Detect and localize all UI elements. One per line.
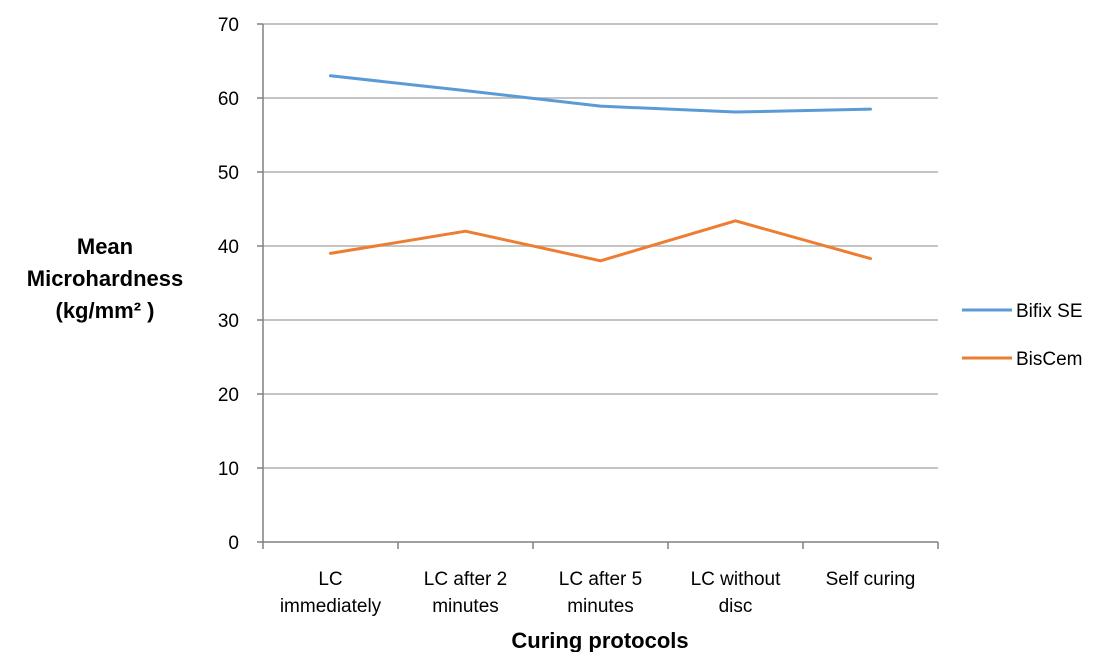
x-tick-label-line: Self curing — [826, 569, 916, 590]
y-tick-label-40: 40 — [218, 237, 239, 258]
y-axis-title-line: (kg/mm² ) — [56, 298, 155, 323]
x-tick-label-3: LC without disc — [691, 569, 781, 617]
series-line-bifix-se — [329, 74, 872, 114]
y-tick-label-10: 10 — [218, 459, 239, 480]
x-tick-label-line: LC — [318, 569, 342, 590]
x-tick-label-line: disc — [719, 596, 753, 617]
x-axis-title: Curing protocols — [511, 628, 688, 652]
y-tick-label-0: 0 — [228, 533, 239, 554]
x-tick-label-line: LC after 2 — [424, 569, 507, 590]
axes — [257, 23, 939, 549]
y-tick-label-30: 30 — [218, 311, 239, 332]
series-line-biscem — [329, 219, 872, 263]
x-tick-label-line: immediately — [280, 596, 382, 617]
y-tick-label-50: 50 — [218, 163, 239, 184]
series-lines — [329, 74, 872, 263]
x-tick-label-line: minutes — [567, 596, 634, 617]
x-tick-label-0: LC immediately — [280, 569, 382, 617]
legend-label-bifix-se: Bifix SE — [1016, 301, 1083, 322]
x-tick-label-4: Self curing — [826, 569, 916, 590]
x-tick-label-line: LC after 5 — [559, 569, 642, 590]
y-axis-title: Mean Microhardness (kg/mm² ) — [27, 234, 184, 323]
y-tick-labels: 0 10 20 30 40 50 60 70 — [218, 15, 239, 554]
x-tick-label-line: minutes — [432, 596, 499, 617]
x-tick-label-line: LC without — [691, 569, 781, 590]
x-tick-label-2: LC after 5 minutes — [559, 569, 642, 617]
y-tick-label-20: 20 — [218, 385, 239, 406]
legend-label-biscem: BisCem — [1016, 349, 1083, 370]
y-axis-title-line: Mean — [77, 234, 133, 259]
x-tick-label-1: LC after 2 minutes — [424, 569, 507, 617]
y-tick-label-70: 70 — [218, 15, 239, 36]
y-axis-title-line: Microhardness — [27, 266, 184, 291]
y-tick-label-60: 60 — [218, 89, 239, 110]
gridlines — [263, 23, 938, 469]
legend: Bifix SE BisCem — [962, 301, 1083, 370]
